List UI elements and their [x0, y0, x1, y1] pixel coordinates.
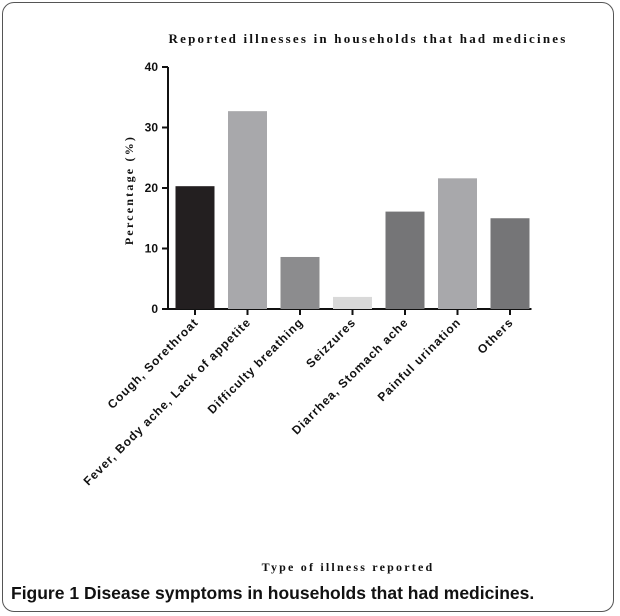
y-tick-label-4: 40 [145, 60, 159, 74]
x-axis-label: Type of illness reported [262, 560, 435, 574]
figure-caption: Figure 1 Disease symptoms in households … [11, 583, 611, 604]
y-axis-label: Percentage (%) [122, 135, 136, 245]
bar-5 [438, 178, 477, 309]
chart-title: Reported illnesses in households that ha… [169, 31, 568, 46]
y-tick-label-2: 20 [145, 181, 159, 195]
x-tick-label-0: Cough, Sorethroat [105, 315, 201, 411]
bar-6 [490, 218, 530, 309]
bar-1 [228, 111, 267, 309]
bar-4 [385, 211, 425, 309]
y-tick-label-0: 0 [151, 302, 158, 316]
figure-label: Figure 1 [11, 583, 80, 603]
y-tick-label-1: 10 [145, 242, 159, 256]
bar-3 [333, 296, 372, 309]
x-tick-label-2: Difficulty breathing [205, 315, 306, 416]
x-tick-label-6: Others [475, 315, 516, 356]
figure-frame: Reported illnesses in households that ha… [2, 2, 614, 612]
figure-caption-text: Disease symptoms in households that had … [83, 583, 535, 603]
bar-chart: Reported illnesses in households that ha… [81, 31, 568, 574]
bar-0 [175, 186, 215, 309]
bar-2 [280, 256, 320, 309]
x-tick-label-3: Seizzures [303, 315, 358, 370]
y-tick-label-3: 30 [145, 121, 159, 135]
